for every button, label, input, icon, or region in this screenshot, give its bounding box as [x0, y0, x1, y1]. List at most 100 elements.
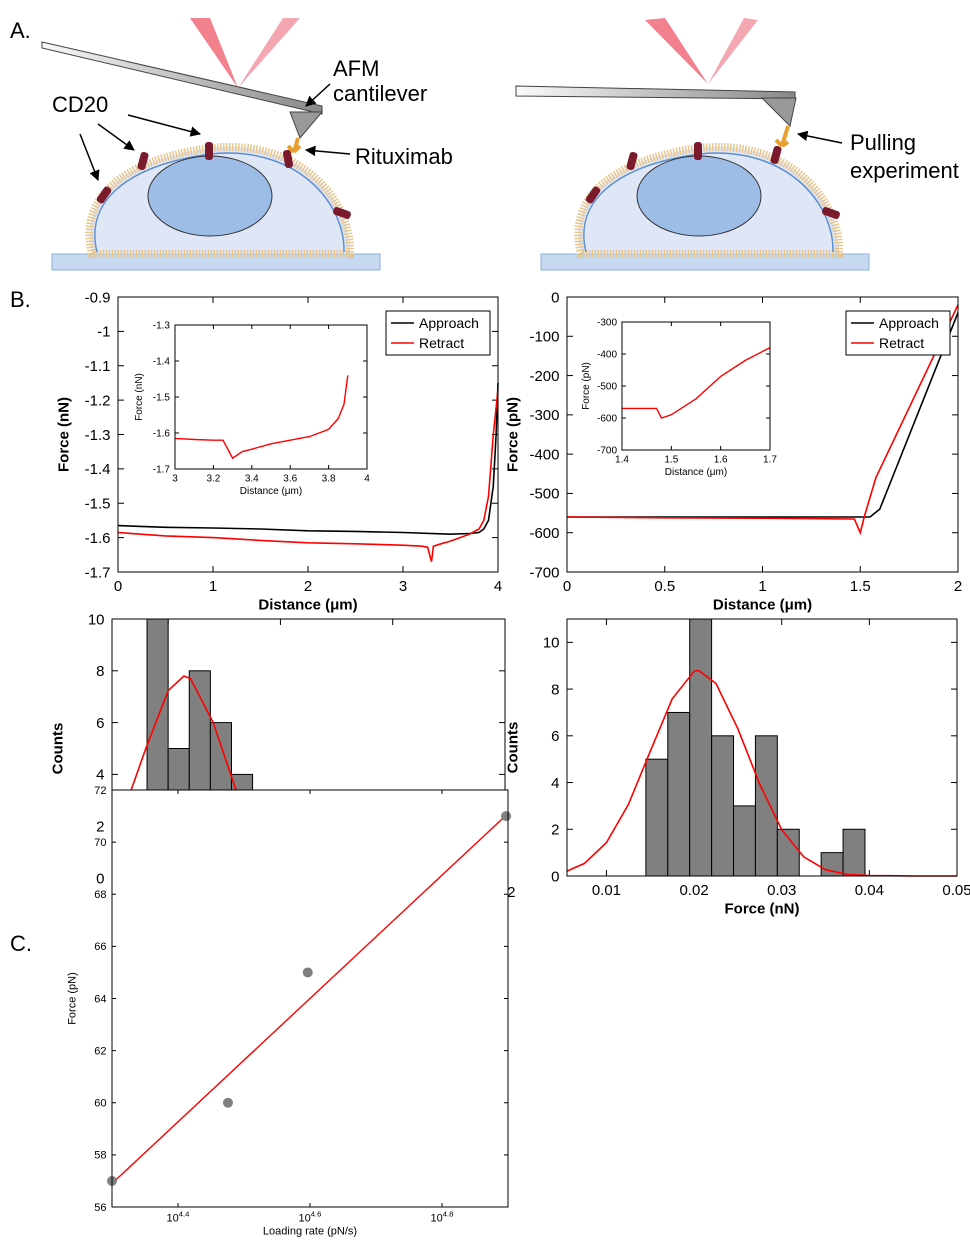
series-line: [111, 812, 509, 1185]
laser: [238, 18, 300, 88]
arrow: [305, 83, 331, 107]
y-tick-label: 8: [96, 663, 104, 680]
x-axis-label: Force (nN): [725, 901, 800, 918]
plot-frame: [111, 789, 509, 1208]
plot-frame: [174, 324, 368, 470]
x-tick-label: 104.8: [431, 1209, 454, 1224]
chart: 3 3.2 3.4 3.6 3.8 4 -1.7 -1.6 -1.5 -1.4 -1.3 Distan…: [134, 321, 370, 498]
y-tick-label: 58: [94, 1150, 106, 1162]
x-tick-label: 2: [304, 578, 312, 595]
x-tick-label: 0: [563, 578, 571, 595]
y-tick-label: 2: [96, 818, 104, 835]
y-tick-label: -600: [597, 414, 617, 425]
y-tick-label: -1.4: [85, 461, 111, 478]
antibody: [286, 137, 302, 154]
y-tick-label: -1.3: [85, 427, 111, 444]
x-tick-label: 3.2: [206, 474, 220, 485]
y-tick-label: 2: [551, 822, 559, 839]
y-tick-label: -200: [529, 368, 559, 385]
diagram-label: CD20: [52, 92, 108, 117]
x-tick-label: 1.5: [850, 578, 871, 595]
y-tick-label: -400: [597, 350, 617, 361]
y-tick-label: 60: [94, 1098, 106, 1110]
y-tick-label: 6: [551, 728, 559, 745]
panel-label: C.: [10, 931, 32, 956]
tip: [289, 111, 324, 139]
bar: [776, 828, 800, 877]
y-tick-label: 56: [94, 1202, 106, 1214]
y-tick-label: -1.5: [153, 393, 171, 404]
legend-label: Retract: [879, 335, 924, 351]
y-tick-label: -1.2: [85, 392, 111, 409]
tick-power: 4.6: [311, 1209, 322, 1218]
x-tick-label: 3.8: [322, 474, 336, 485]
laser: [708, 18, 758, 84]
x-tick-label: 4: [364, 474, 370, 485]
y-tick-label: 0: [551, 868, 559, 885]
legend-label: Approach: [879, 315, 939, 331]
series-line: [566, 669, 957, 877]
x-tick-label: 1.4: [615, 455, 629, 466]
x-tick-label: 0: [114, 578, 122, 595]
cantilever: [41, 41, 323, 115]
plot-area: [175, 325, 367, 469]
y-axis-label: Force (pN): [505, 397, 522, 472]
y-tick-label: -700: [597, 446, 617, 457]
y-tick-label: 6: [96, 715, 104, 732]
y-tick-label: -1.5: [85, 496, 111, 513]
bar: [645, 758, 669, 877]
x-axis-label: Loading rate (pN/s): [263, 1226, 357, 1238]
y-tick-label: -600: [529, 525, 559, 542]
panel-label: B.: [10, 287, 31, 312]
bar: [667, 711, 691, 877]
panel-label: A.: [10, 18, 31, 43]
bar: [754, 735, 778, 877]
diagram-label: AFM: [333, 56, 379, 81]
y-tick-label: 62: [94, 1045, 106, 1057]
point: [222, 1097, 233, 1108]
y-tick-label: 4: [96, 767, 104, 784]
y-tick-label: 8: [551, 681, 559, 698]
x-tick-label: 4: [494, 578, 502, 595]
x-tick-label: 104.4: [167, 1209, 191, 1224]
diagram-label: experiment: [850, 158, 959, 183]
arrow: [127, 114, 202, 137]
plot-frame: [566, 618, 958, 877]
legend: [845, 310, 951, 356]
y-tick-label: 0: [551, 289, 559, 306]
x-tick-label: 0.04: [855, 882, 884, 899]
x-tick-label: 1.7: [763, 455, 777, 466]
x-tick-label: 2: [954, 578, 962, 595]
y-tick-label: -1.6: [85, 530, 111, 547]
x-tick-label: 0.02: [679, 882, 708, 899]
y-axis-label: Counts: [50, 723, 67, 775]
diagram-label: Pulling: [850, 130, 916, 155]
chart: 0.01 0.02 0.03 0.04 0.05 0 2 4 6 8 10 Force (nN) Cou…: [505, 618, 970, 918]
y-tick-label: 66: [94, 941, 106, 953]
y-tick-label: -1.1: [85, 358, 111, 375]
diagram: A. AFM cantilever CD20 Rituximab: [10, 18, 959, 956]
y-tick-label: 64: [94, 993, 106, 1005]
y-tick-label: -300: [597, 318, 617, 329]
diagram-label: cantilever: [333, 81, 427, 106]
x-axis-label: Distance (μm): [665, 467, 727, 478]
y-tick-label: -300: [529, 407, 559, 424]
tick-base: 10: [431, 1212, 443, 1224]
y-tick-label: -500: [597, 382, 617, 393]
laser: [190, 18, 238, 88]
x-axis-label: Distance (μm): [258, 597, 357, 614]
y-tick-label: 10: [88, 611, 105, 628]
y-tick-label: 70: [94, 837, 106, 849]
x-tick-label: 1.5: [664, 455, 678, 466]
diagram-label: Rituximab: [355, 144, 453, 169]
y-tick-label: -1.7: [153, 465, 171, 476]
series-line: [622, 346, 771, 419]
series-line: [174, 375, 349, 460]
y-tick-label: 10: [543, 635, 560, 652]
x-tick-label: 1: [209, 578, 217, 595]
x-tick-label: 3: [172, 474, 178, 485]
receptors: [585, 142, 840, 219]
bar: [689, 618, 713, 877]
x-axis-label: Distance (μm): [713, 597, 812, 614]
y-tick-label: -500: [529, 486, 559, 503]
